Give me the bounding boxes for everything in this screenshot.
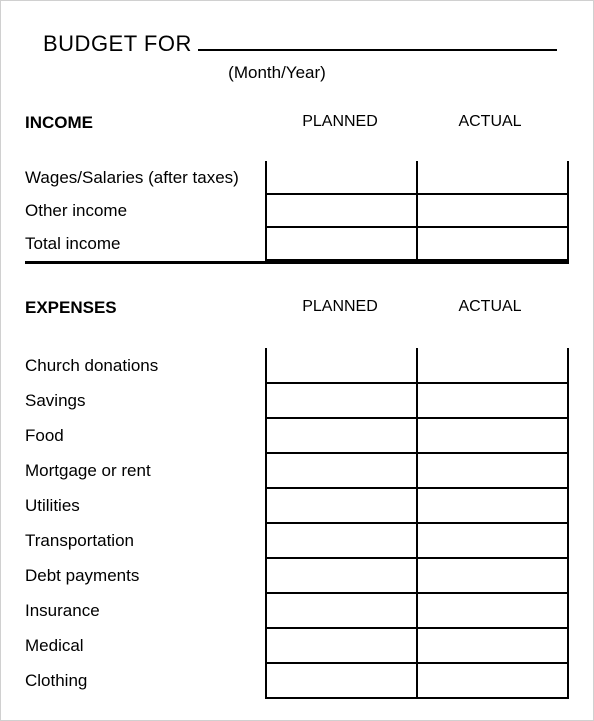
- income-actual-header: ACTUAL: [415, 113, 565, 133]
- table-row: Wages/Salaries (after taxes): [25, 161, 568, 194]
- row-label: Utilities: [25, 488, 266, 523]
- row-label: Mortgage or rent: [25, 453, 266, 488]
- table-row: Transportation: [25, 523, 568, 558]
- actual-cell[interactable]: [417, 161, 568, 194]
- row-label: Savings: [25, 383, 266, 418]
- planned-cell[interactable]: [266, 628, 417, 663]
- expense-heading: EXPENSES: [25, 298, 265, 318]
- actual-cell[interactable]: [417, 453, 568, 488]
- planned-cell[interactable]: [266, 558, 417, 593]
- table-row: Savings: [25, 383, 568, 418]
- row-label: Debt payments: [25, 558, 266, 593]
- actual-cell[interactable]: [417, 558, 568, 593]
- page-title: BUDGET FOR: [43, 31, 192, 57]
- planned-cell[interactable]: [266, 161, 417, 194]
- planned-cell[interactable]: [266, 194, 417, 227]
- table-row: Utilities: [25, 488, 568, 523]
- table-row: Medical: [25, 628, 568, 663]
- income-table: Wages/Salaries (after taxes)Other income…: [25, 161, 569, 261]
- expense-actual-header: ACTUAL: [415, 298, 565, 318]
- income-header-row: INCOME PLANNED ACTUAL: [25, 113, 569, 133]
- income-section: INCOME PLANNED ACTUAL Wages/Salaries (af…: [25, 113, 569, 264]
- row-label: Wages/Salaries (after taxes): [25, 161, 266, 194]
- planned-cell[interactable]: [266, 593, 417, 628]
- table-row: Other income: [25, 194, 568, 227]
- planned-cell[interactable]: [266, 418, 417, 453]
- table-row: Food: [25, 418, 568, 453]
- expense-table: Church donationsSavingsFoodMortgage or r…: [25, 348, 569, 699]
- income-heading: INCOME: [25, 113, 265, 133]
- table-row: Clothing: [25, 663, 568, 698]
- row-label: Medical: [25, 628, 266, 663]
- row-label: Total income: [25, 227, 266, 260]
- planned-cell[interactable]: [266, 383, 417, 418]
- actual-cell[interactable]: [417, 194, 568, 227]
- actual-cell[interactable]: [417, 383, 568, 418]
- actual-cell[interactable]: [417, 418, 568, 453]
- table-row: Mortgage or rent: [25, 453, 568, 488]
- planned-cell[interactable]: [266, 227, 417, 260]
- expense-planned-header: PLANNED: [265, 298, 415, 318]
- planned-cell[interactable]: [266, 663, 417, 698]
- row-label: Food: [25, 418, 266, 453]
- row-label: Other income: [25, 194, 266, 227]
- actual-cell[interactable]: [417, 663, 568, 698]
- subtitle: (Month/Year): [25, 63, 569, 83]
- table-row: Insurance: [25, 593, 568, 628]
- actual-cell[interactable]: [417, 227, 568, 260]
- actual-cell[interactable]: [417, 628, 568, 663]
- planned-cell[interactable]: [266, 348, 417, 383]
- table-row: Debt payments: [25, 558, 568, 593]
- actual-cell[interactable]: [417, 488, 568, 523]
- planned-cell[interactable]: [266, 453, 417, 488]
- expense-header-row: EXPENSES PLANNED ACTUAL: [25, 298, 569, 318]
- table-row: Church donations: [25, 348, 568, 383]
- row-label: Insurance: [25, 593, 266, 628]
- title-row: BUDGET FOR: [25, 31, 569, 57]
- planned-cell[interactable]: [266, 523, 417, 558]
- actual-cell[interactable]: [417, 348, 568, 383]
- row-label: Clothing: [25, 663, 266, 698]
- title-blank-line[interactable]: [198, 31, 557, 51]
- row-label: Church donations: [25, 348, 266, 383]
- income-planned-header: PLANNED: [265, 113, 415, 133]
- row-label: Transportation: [25, 523, 266, 558]
- actual-cell[interactable]: [417, 523, 568, 558]
- table-row: Total income: [25, 227, 568, 260]
- planned-cell[interactable]: [266, 488, 417, 523]
- expense-section: EXPENSES PLANNED ACTUAL Church donations…: [25, 298, 569, 699]
- actual-cell[interactable]: [417, 593, 568, 628]
